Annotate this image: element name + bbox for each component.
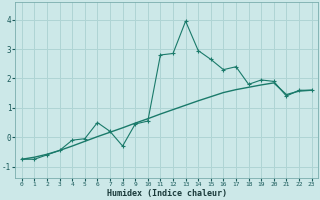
X-axis label: Humidex (Indice chaleur): Humidex (Indice chaleur) (107, 189, 227, 198)
